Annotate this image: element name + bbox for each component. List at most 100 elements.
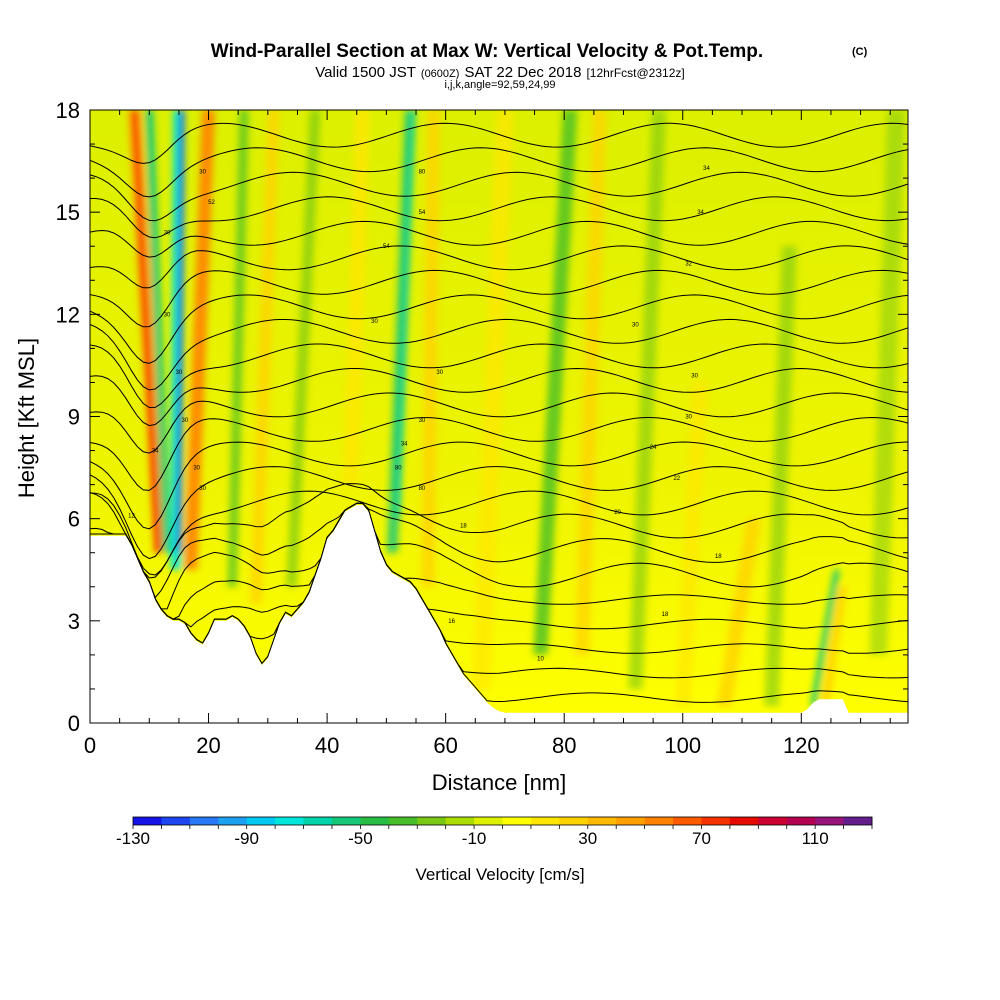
contour-line <box>90 441 908 530</box>
contour-label: 10 <box>537 656 544 662</box>
chart-subtitle: Valid 1500 JST (0600Z) SAT 22 Dec 2018 [12h… <box>315 64 684 81</box>
colorbar-segment <box>360 817 390 825</box>
colorbar-tick-label: -50 <box>348 829 373 848</box>
contour-line <box>90 490 908 579</box>
plot-area <box>90 110 908 723</box>
contour-line <box>90 220 908 258</box>
colorbar-segment <box>189 817 219 825</box>
streak-downward-6 <box>533 110 578 655</box>
contour-label: 80 <box>395 466 402 472</box>
contour-line <box>90 196 908 239</box>
streak-downward-core-2 <box>396 110 416 519</box>
contour-label: 30 <box>419 418 426 424</box>
contour-label: 30 <box>181 418 188 424</box>
contour-line <box>90 502 908 630</box>
subtitle-utc-time: (0600Z) <box>421 68 460 80</box>
colorbar-segment <box>161 817 191 825</box>
x-tick-label: 80 <box>552 733 576 758</box>
colorbar-segment <box>758 817 788 825</box>
contour-label: 30 <box>632 323 639 329</box>
contour-label: 30 <box>199 486 206 492</box>
streak-upward-5 <box>343 110 370 485</box>
contour-label: 30 <box>199 169 206 175</box>
contour-label: 32 <box>685 261 692 267</box>
colorbar-segment <box>474 817 503 825</box>
contour-label: 18 <box>662 612 669 618</box>
y-tick-label: 0 <box>68 711 80 736</box>
colorbar-segment <box>587 817 617 825</box>
contour-line <box>90 367 908 427</box>
colorbar-segment <box>133 817 162 825</box>
x-tick-label: 40 <box>315 733 339 758</box>
x-tick-label: 100 <box>664 733 701 758</box>
colorbar-tick-label: 70 <box>692 829 711 848</box>
streak-upward-6 <box>421 110 441 587</box>
contour-line <box>90 147 908 198</box>
contour-label: 30 <box>371 319 378 325</box>
colorbar-segment <box>246 817 276 825</box>
streak-upward-9 <box>675 382 708 706</box>
colorbar-segment <box>843 817 873 825</box>
colorbar-segment <box>530 817 560 825</box>
contour-label: 20 <box>614 510 621 516</box>
chart-title: Wind-Parallel Section at Max W: Vertical… <box>211 41 763 62</box>
contour-label: 30 <box>436 370 443 376</box>
colorbar-segment <box>303 817 333 825</box>
contour-label: 34 <box>401 442 408 448</box>
colorbar-tick-label: -10 <box>462 829 487 848</box>
streak-upward-8 <box>574 110 607 655</box>
contour-label: 30 <box>176 370 183 376</box>
y-tick-labels: 0 3 6 9 12 15 18 <box>56 98 80 736</box>
colorbar-segment <box>417 817 447 825</box>
contour-label: 34 <box>152 449 159 455</box>
velocity-streaks <box>127 110 906 706</box>
subtitle-valid-time: Valid 1500 JST <box>315 64 416 81</box>
contour-labels: 30 52 30 30 30 30 34 30 30 12 80 54 54 30 30 30 34 80 80 18… <box>128 166 722 662</box>
contour-label: 34 <box>703 166 710 172</box>
x-tick-label: 120 <box>783 733 820 758</box>
contour-label: 18 <box>715 554 722 560</box>
streak-upward-10 <box>716 518 762 706</box>
terrain <box>90 505 908 723</box>
streak-downward-4 <box>286 110 321 587</box>
y-tick-label: 9 <box>68 405 80 430</box>
potential-temperature-contours <box>90 122 908 703</box>
contour-label: 22 <box>673 476 680 482</box>
streak-upward-4 <box>250 110 280 604</box>
contour-label: 24 <box>650 445 657 451</box>
colorbar-segment <box>616 817 646 825</box>
contour-line <box>90 122 908 164</box>
chart-title-mark: (C) <box>852 46 868 58</box>
colorbar-label: Vertical Velocity [cm/s] <box>415 865 584 884</box>
colorbar-segment <box>502 817 532 825</box>
x-tick-labels: 0 20 40 60 80 100 120 <box>84 733 820 758</box>
y-tick-label: 15 <box>56 200 80 225</box>
contour-line <box>90 502 908 610</box>
contour-line <box>90 483 908 576</box>
x-tick-label: 0 <box>84 733 96 758</box>
contour-label: 30 <box>164 231 171 237</box>
contour-line <box>90 318 908 391</box>
contour-line <box>90 245 908 289</box>
contour-line <box>90 502 908 599</box>
chart-subtitle-indices: i,j,k,angle=92,59,24,99 <box>444 79 555 91</box>
contour-label: 12 <box>128 513 135 519</box>
contour-label: 30 <box>685 415 692 421</box>
contour-line <box>90 466 908 560</box>
colorbar-segment <box>331 817 361 825</box>
colorbar-segment <box>644 817 674 825</box>
colorbar-segment <box>673 817 702 825</box>
streak-upward-7 <box>472 110 514 689</box>
colorbar-segment <box>786 817 816 825</box>
colorbar-tick-labels: -130 -90 -50 -10 30 70 110 <box>116 829 829 848</box>
contour-label: 18 <box>460 523 467 529</box>
streak-downward-9 <box>810 569 840 706</box>
contour-label: 80 <box>419 169 426 175</box>
contour-label: 30 <box>164 312 171 318</box>
contour-line <box>90 502 908 620</box>
colorbar-tick-label: -130 <box>116 829 150 848</box>
colorbar-tick-label: -90 <box>234 829 259 848</box>
streak-downward-8 <box>764 246 797 706</box>
streak-upward-11 <box>820 586 847 706</box>
